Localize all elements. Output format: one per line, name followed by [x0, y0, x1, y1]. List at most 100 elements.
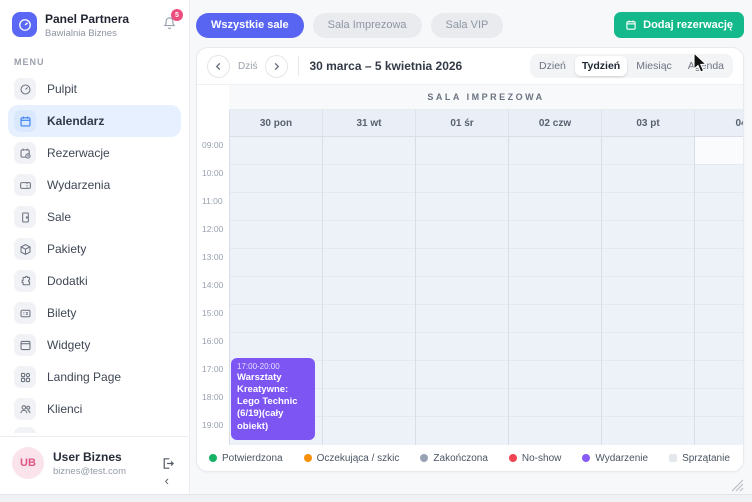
- gray-dot-icon: [420, 454, 429, 462]
- sidebar-item-wydarzenia[interactable]: Wydarzenia: [8, 169, 181, 201]
- main-content: Wszystkie sale Sala Imprezowa Sala VIP D…: [190, 0, 752, 502]
- purple-dot-icon: [582, 454, 591, 462]
- chevron-left-icon: [215, 62, 221, 70]
- legend-item-finished: Zakończona: [420, 453, 488, 464]
- user-email: biznes@test.com: [53, 465, 127, 477]
- view-button-agenda[interactable]: Agenda: [687, 60, 724, 72]
- notifications-button[interactable]: 5: [162, 9, 183, 36]
- time-gutter: 09:00 10:00 11:00 12:00 13:00 14:00 15:0…: [197, 137, 229, 445]
- time-grid: 09:00 10:00 11:00 12:00 13:00 14:00 15:0…: [197, 137, 743, 445]
- menu-section-label: MENU: [14, 57, 45, 67]
- hour-label: 16:00: [202, 336, 224, 346]
- day-column-wed[interactable]: [416, 137, 509, 445]
- hour-label: 13:00: [202, 252, 224, 262]
- hour-label: 14:00: [202, 280, 224, 290]
- user-name: User Biznes: [53, 449, 122, 464]
- status-legend: Potwierdzona Oczekująca / szkic Zakończo…: [197, 445, 743, 471]
- logout-icon: [163, 457, 174, 469]
- green-dot-icon: [209, 454, 217, 462]
- sidebar-item-landing-page[interactable]: Landing Page: [8, 361, 181, 393]
- logout-button[interactable]: [158, 454, 177, 473]
- day-column-tue[interactable]: [323, 137, 416, 445]
- legend-item-confirmed: Potwierdzona: [209, 453, 283, 464]
- prev-week-button[interactable]: [207, 54, 230, 78]
- user-account-row: UB User Biznes biznes@test.com: [0, 437, 189, 479]
- view-button-day[interactable]: Dzień: [539, 60, 566, 72]
- date-range-label: 30 marca – 5 kwietnia 2026: [309, 59, 463, 73]
- sidebar-item-kalendarz[interactable]: Kalendarz: [8, 105, 181, 137]
- view-button-month[interactable]: Miesiąc: [636, 60, 672, 72]
- sidebar-item-bilety[interactable]: Bilety: [8, 297, 181, 329]
- app-logo-icon: [12, 12, 37, 37]
- day-header-fri: 03 pt: [602, 110, 695, 136]
- bell-icon: [163, 17, 176, 30]
- hour-label: 15:00: [202, 308, 224, 318]
- sidebar-item-widgety[interactable]: Widgety: [8, 329, 181, 361]
- grid-icon: [14, 366, 36, 388]
- next-week-button[interactable]: [265, 54, 289, 78]
- notification-badge: 5: [171, 9, 183, 21]
- legend-item-cleaning: Sprzątanie: [669, 453, 730, 464]
- sidebar-item-klienci[interactable]: Klienci: [8, 393, 181, 425]
- hour-label: 09:00: [202, 140, 224, 150]
- today-button[interactable]: Dziś: [238, 60, 258, 72]
- hour-label: 10:00: [202, 168, 224, 178]
- day-columns: 17:00-20:00 Warsztaty Kreatywne: Lego Te…: [229, 137, 743, 445]
- sidebar: Panel Partnera Bawialnia Biznes 5 MENU P…: [0, 0, 190, 502]
- calendar-event-warsztaty[interactable]: 17:00-20:00 Warsztaty Kreatywne: Lego Te…: [231, 358, 315, 440]
- sidebar-menu: Pulpit Kalendarz Rezerwacje Wydarzenia S…: [0, 73, 189, 433]
- people-icon: [14, 398, 36, 420]
- sidebar-item-pulpit[interactable]: Pulpit: [8, 73, 181, 105]
- avatar: UB: [12, 447, 44, 479]
- day-header-sat: 04: [695, 110, 743, 136]
- sidebar-item-sale[interactable]: Sale: [8, 201, 181, 233]
- legend-item-pending: Oczekująca / szkic: [303, 453, 399, 464]
- app-subtitle: Bawialnia Biznes: [45, 28, 117, 39]
- room-header-row: SALA IMPREZOWA: [197, 85, 743, 110]
- filter-chip-sala-vip[interactable]: Sala VIP: [430, 12, 504, 38]
- partially-visible-menu-item: [14, 427, 36, 433]
- hour-label: 19:00: [202, 420, 224, 430]
- day-column-thu[interactable]: [509, 137, 602, 445]
- view-switcher: Dzień Tydzień Miesiąc Agenda: [530, 54, 733, 78]
- day-header-row: 30 pon 31 wt 01 śr 02 czw 03 pt 04: [197, 110, 743, 137]
- lightgray-square-icon: [669, 454, 678, 462]
- calendar-icon: [14, 110, 36, 132]
- day-column-sat[interactable]: [695, 137, 743, 445]
- event-title: Warsztaty Kreatywne: Lego Technic (6/19)…: [237, 372, 298, 432]
- toolbar-divider: [298, 56, 300, 76]
- package-icon: [14, 238, 36, 260]
- puzzle-icon: [14, 270, 36, 292]
- calendar-card: Dziś 30 marca – 5 kwietnia 2026 Dzień Ty…: [196, 47, 744, 472]
- red-dot-icon: [508, 454, 517, 462]
- room-filter-bar: Wszystkie sale Sala Imprezowa Sala VIP D…: [196, 12, 744, 38]
- day-column-fri[interactable]: [602, 137, 695, 445]
- door-icon: [14, 206, 36, 228]
- resize-grip[interactable]: [726, 474, 744, 492]
- sidebar-header: Panel Partnera Bawialnia Biznes 5: [0, 0, 189, 39]
- day-header-wed: 01 śr: [416, 110, 509, 136]
- hour-label: 17:00: [202, 364, 224, 374]
- calendar-clock-icon: [14, 142, 36, 164]
- orange-dot-icon: [303, 454, 312, 462]
- sidebar-item-dodatki[interactable]: Dodatki: [8, 265, 181, 297]
- day-header-mon: 30 pon: [230, 110, 323, 136]
- dashboard-icon: [14, 78, 36, 100]
- calendar-plus-icon: [626, 20, 636, 30]
- sidebar-collapse-button[interactable]: ‹: [164, 473, 169, 488]
- horizontal-scrollbar[interactable]: [0, 494, 752, 502]
- hour-label: 11:00: [202, 196, 223, 206]
- sidebar-item-pakiety[interactable]: Pakiety: [8, 233, 181, 265]
- filter-chip-sala-imprezowa[interactable]: Sala Imprezowa: [312, 12, 422, 38]
- event-time: 17:00-20:00: [237, 362, 280, 371]
- hour-label: 12:00: [202, 224, 224, 234]
- sidebar-item-rezerwacje[interactable]: Rezerwacje: [8, 137, 181, 169]
- app-title: Panel Partnera: [45, 12, 130, 26]
- chevron-right-icon: [275, 62, 280, 70]
- view-button-week[interactable]: Tydzień: [574, 56, 628, 76]
- filter-chip-all-rooms[interactable]: Wszystkie sale: [196, 12, 304, 38]
- hour-label: 18:00: [202, 392, 224, 402]
- browser-window-icon: [14, 334, 36, 356]
- add-reservation-button[interactable]: Dodaj rezerwację: [614, 12, 744, 38]
- tickets-icon: [14, 302, 36, 324]
